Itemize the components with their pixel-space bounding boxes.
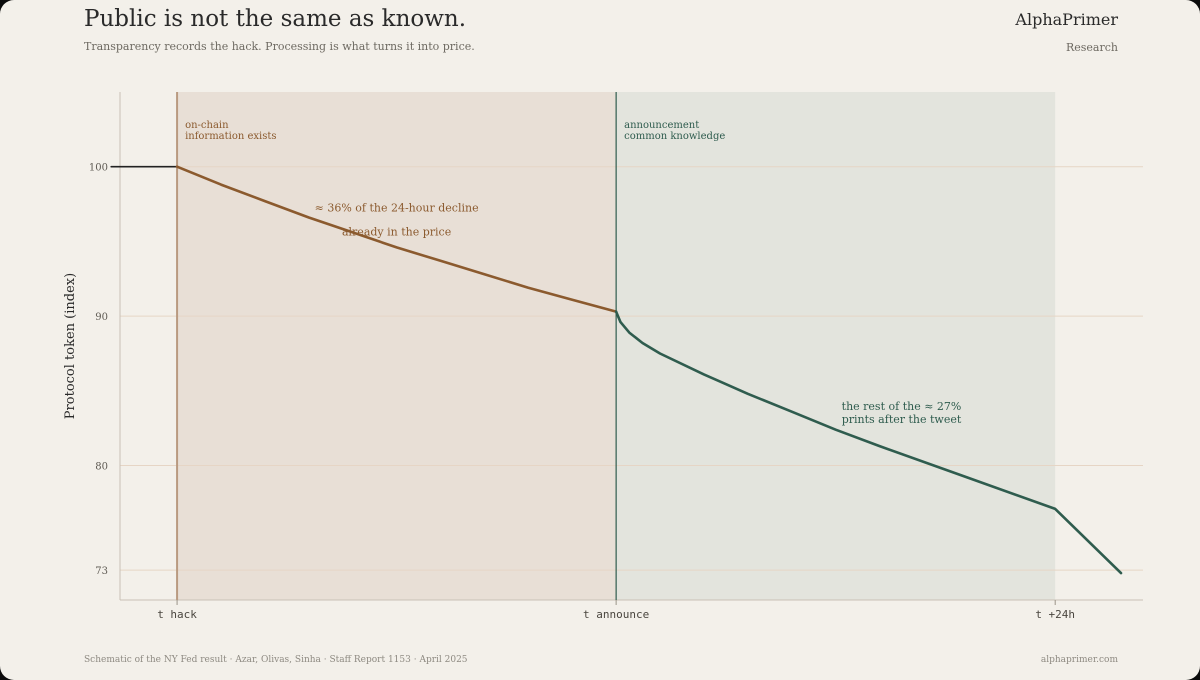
x-tick-label-3: t +24h (1035, 608, 1075, 621)
page-subtitle: Transparency records the hack. Processin… (84, 40, 475, 53)
region-label-1-line-2: information exists (185, 131, 276, 142)
annotation-1-line-1: ≈ 36% of the 24-hour decline (315, 201, 479, 214)
annotation-2-line-2: prints after the tweet (842, 413, 962, 426)
page-title: Public is not the same as known. (84, 6, 467, 32)
y-tick-label-80: 80 (95, 462, 108, 473)
region-shade-1 (177, 92, 617, 600)
brand-subtitle: Research (1065, 41, 1118, 54)
x-tick-label-2: t announce (583, 608, 649, 621)
footer-url: alphaprimer.com (1040, 655, 1118, 665)
series-line-3 (614, 310, 1123, 575)
region-label-1-line-1: on-chain (185, 120, 229, 131)
region-label-2-line-2: common knowledge (624, 131, 725, 142)
y-tick-label-90: 90 (95, 312, 108, 323)
brand-logo: AlphaPrimer (1015, 10, 1118, 29)
region-shade-2 (616, 92, 1056, 600)
series-line-2 (175, 165, 618, 313)
y-axis-label: Protocol token (index) (63, 273, 78, 419)
y-tick-label-100: 100 (89, 163, 108, 174)
region-label-2-line-1: announcement (624, 120, 699, 131)
annotation-2-line-1: the rest of the ≈ 27% (842, 400, 962, 413)
x-tick-label-1: t hack (157, 608, 197, 621)
footer-source: Schematic of the NY Fed result · Azar, O… (84, 655, 468, 665)
y-tick-label-73: 73 (95, 566, 108, 577)
annotation-1-line-2: already in the price (342, 225, 451, 238)
